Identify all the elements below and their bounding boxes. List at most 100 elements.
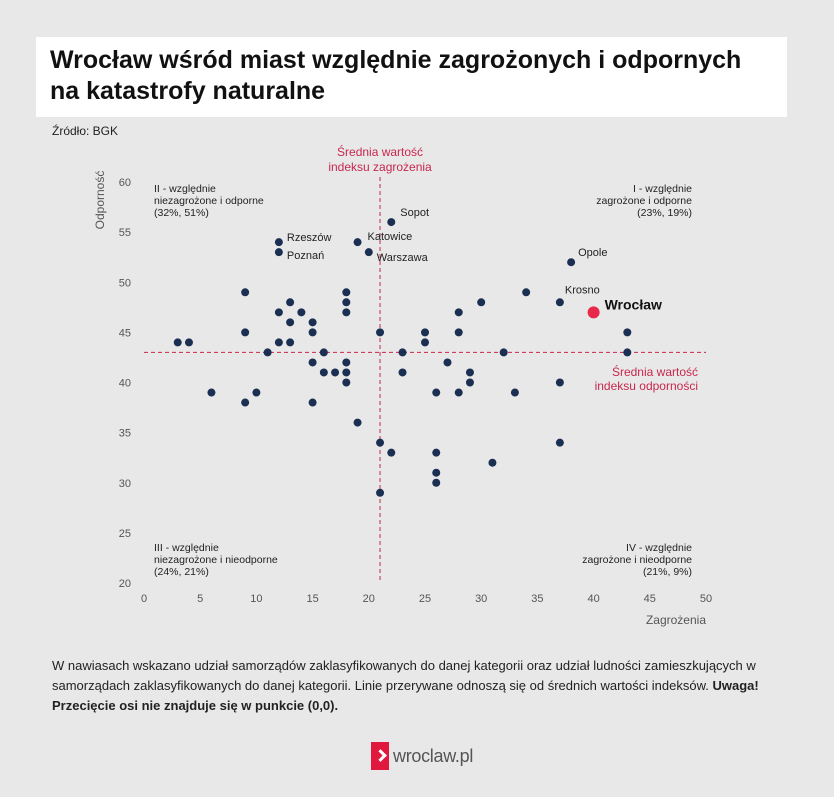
y-tick-label: 60: [119, 177, 131, 189]
data-point: [319, 348, 328, 357]
highlight-label: Wrocław: [605, 296, 662, 312]
x-axis-label: Zagrożenia: [646, 613, 706, 627]
x-tick-label: 45: [644, 593, 656, 605]
x-tick-label: 0: [141, 593, 147, 605]
data-point: [274, 308, 283, 317]
x-tick-label: 25: [419, 593, 431, 605]
data-point: [241, 328, 250, 337]
footnote: W nawiasach wskazano udział samorządów z…: [52, 656, 782, 716]
data-point: [241, 288, 250, 297]
data-point: [342, 358, 351, 367]
data-point: [331, 368, 340, 377]
quadrant-label-top-left: (32%, 51%): [154, 207, 209, 219]
highlight-point: [587, 306, 600, 319]
footnote-text: W nawiasach wskazano udział samorządów z…: [52, 658, 756, 693]
data-point: [432, 478, 441, 487]
quadrant-label-bottom-left: III - względnie: [154, 542, 219, 554]
source-label: Źródło: BGK: [52, 124, 119, 138]
quadrant-label-bottom-left: niezagrożone i nieodporne: [154, 554, 278, 566]
data-point: [510, 388, 519, 397]
data-point: [286, 338, 295, 347]
data-point: [207, 388, 216, 397]
title-box: Wrocław wśród miast względnie zagrożonyc…: [36, 37, 787, 117]
logo-text: wroclaw.pl: [393, 745, 474, 766]
data-point: [308, 358, 317, 367]
y-tick-label: 40: [119, 378, 131, 390]
data-point: [454, 308, 463, 317]
data-point: [274, 338, 283, 347]
point-label: Katowice: [368, 231, 413, 243]
data-point: [477, 298, 486, 307]
chart-title: Wrocław wśród miast względnie zagrożonyc…: [50, 46, 742, 105]
data-point: [488, 458, 497, 467]
data-point: [432, 448, 441, 457]
data-point: [184, 338, 193, 347]
quadrant-label-top-right: I - względnie: [633, 183, 692, 195]
data-point: [465, 368, 474, 377]
data-point: [555, 438, 564, 447]
x-tick-label: 5: [197, 593, 203, 605]
data-point-labeled: [567, 258, 576, 267]
y-tick-label: 45: [119, 327, 131, 339]
data-point: [432, 468, 441, 477]
x-tick-label: 10: [250, 593, 262, 605]
mean-y-label: Średnia wartość: [612, 364, 698, 379]
point-label: Sopot: [400, 207, 429, 219]
data-point: [454, 388, 463, 397]
data-point: [297, 308, 306, 317]
point-label: Opole: [578, 247, 607, 259]
x-tick-label: 50: [700, 593, 712, 605]
data-point: [555, 378, 564, 387]
quadrant-label-bottom-right: zagrożone i nieodporne: [582, 554, 692, 566]
data-point-labeled: [274, 248, 283, 257]
point-label: Rzeszów: [287, 232, 332, 244]
data-point: [342, 288, 351, 297]
data-point: [387, 448, 396, 457]
quadrant-label-top-right: zagrożone i odporne: [596, 195, 692, 207]
data-point-labeled: [364, 248, 373, 257]
mean-y-label: indeksu odporności: [595, 379, 698, 393]
x-tick-label: 40: [587, 593, 599, 605]
quadrant-label-bottom-left: (24%, 21%): [154, 566, 209, 578]
point-label: Warszawa: [377, 252, 429, 264]
point-label: Poznań: [287, 250, 324, 262]
data-point: [623, 328, 632, 337]
x-tick-label: 15: [306, 593, 318, 605]
data-point: [623, 348, 632, 357]
data-point: [319, 368, 328, 377]
quadrant-label-bottom-right: IV - względnie: [626, 542, 692, 554]
data-point: [376, 488, 385, 497]
data-point: [465, 378, 474, 387]
logo-chevron-icon: [371, 742, 389, 770]
y-tick-label: 35: [119, 428, 131, 440]
data-point: [173, 338, 182, 347]
x-tick-label: 30: [475, 593, 487, 605]
data-point: [308, 398, 317, 407]
y-tick-label: 20: [119, 578, 131, 590]
x-tick-label: 35: [531, 593, 543, 605]
data-point: [421, 338, 429, 347]
data-point: [421, 328, 429, 337]
mean-x-label: Średnia wartość: [337, 144, 423, 159]
y-tick-label: 30: [119, 478, 131, 490]
data-point: [432, 388, 441, 397]
data-point: [499, 348, 508, 357]
data-point: [353, 418, 362, 427]
data-point: [286, 318, 295, 327]
data-point: [376, 328, 385, 337]
quadrant-label-bottom-right: (21%, 9%): [643, 566, 692, 578]
x-tick-label: 20: [363, 593, 375, 605]
data-point-labeled: [555, 298, 564, 307]
y-tick-label: 25: [119, 528, 131, 540]
y-tick-label: 50: [119, 277, 131, 289]
data-point-labeled: [387, 218, 396, 227]
quadrant-label-top-right: (23%, 19%): [637, 207, 692, 219]
y-tick-label: 55: [119, 227, 131, 239]
data-point: [398, 368, 407, 377]
data-point: [376, 438, 385, 447]
mean-x-label: indeksu zagrożenia: [328, 160, 432, 174]
data-point: [308, 328, 317, 337]
wroclaw-logo[interactable]: wroclaw.pl: [371, 742, 473, 770]
data-point: [398, 348, 407, 357]
point-label: Krosno: [565, 284, 600, 296]
